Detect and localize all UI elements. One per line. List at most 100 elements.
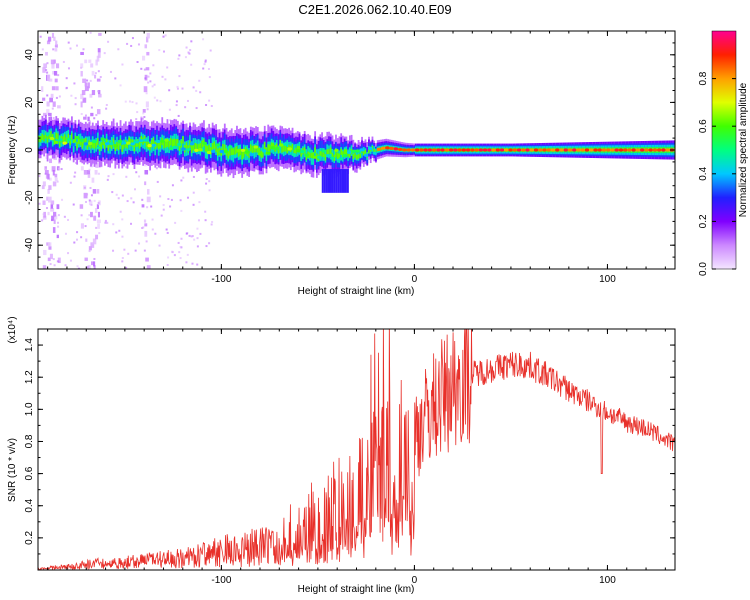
heatmap-cell: [296, 145, 299, 153]
heatmap-cell: [46, 269, 49, 273]
heatmap-cell: [47, 36, 52, 42]
heatmap-cell: [162, 35, 165, 38]
heatmap-cell: [151, 228, 154, 231]
heatmap-cell: [75, 161, 78, 164]
heatmap-cell: [204, 60, 207, 63]
heatmap-cell: [100, 137, 106, 141]
heatmap-cell: [267, 144, 270, 152]
heatmap-cell: [83, 116, 87, 120]
heatmap-cell: [38, 202, 41, 205]
heatmap-cell: [359, 148, 365, 152]
heatmap-cell: [461, 148, 467, 152]
heatmap-cell: [237, 149, 240, 157]
heatmap-cell: [262, 150, 264, 158]
heatmap-cell: [60, 168, 63, 171]
heatmap-cell: [652, 148, 658, 152]
heatmap-cell: [88, 250, 91, 253]
heatmap-cell: [211, 143, 214, 151]
heatmap-cell: [597, 148, 602, 152]
heatmap-cell: [41, 48, 44, 51]
heatmap-cell: [126, 200, 129, 203]
heatmap-cell: [85, 238, 88, 242]
heatmap-cell: [149, 72, 152, 75]
heatmap-cell: [326, 149, 329, 156]
heatmap-cell: [52, 181, 57, 187]
heatmap-cell: [57, 214, 60, 217]
heatmap-cell: [50, 200, 55, 205]
heatmap-cell: [402, 148, 407, 152]
heatmap-cell: [135, 102, 138, 105]
heatmap-cell: [170, 198, 173, 201]
heatmap-cell: [90, 106, 93, 109]
heatmap-cell: [45, 51, 48, 56]
heatmap-cell: [44, 172, 47, 175]
heatmap-cell: [55, 96, 58, 99]
heatmap-cell: [45, 69, 48, 72]
heatmap-cell: [87, 265, 91, 269]
heatmap-cell: [90, 242, 95, 248]
heatmap-cell: [184, 106, 187, 109]
heatmap-cell: [97, 70, 100, 73]
heatmap-cell: [276, 143, 278, 151]
heatmap-cell: [136, 111, 139, 114]
heatmap-cell: [168, 146, 174, 150]
heatmap-cell: [58, 140, 61, 147]
heatmap-cell: [242, 150, 245, 158]
heatmap-cell: [123, 248, 126, 251]
heatmap-cell: [542, 148, 547, 152]
heatmap-cell: [178, 143, 181, 151]
heatmap-cell: [74, 171, 77, 174]
heatmap-cell: [104, 219, 107, 222]
heatmap-cell: [253, 145, 256, 153]
heatmap-cell: [198, 148, 203, 152]
tick-label: -100: [211, 575, 231, 586]
heatmap-cell: [156, 140, 158, 148]
spectrogram-ticks: -100 0 100 -40 -20 0 20 40: [24, 30, 675, 285]
heatmap-cell: [179, 246, 182, 249]
heatmap-cell: [42, 213, 45, 216]
heatmap-cell: [51, 107, 54, 110]
heatmap-cell: [166, 264, 169, 267]
heatmap-cell: [199, 91, 202, 94]
heatmap-cell: [197, 144, 200, 152]
heatmap-cell: [192, 203, 195, 206]
heatmap-cell: [656, 148, 662, 152]
heatmap-cell: [49, 136, 55, 141]
heatmap-cell: [50, 93, 54, 99]
tick-label: -40: [24, 238, 35, 253]
heatmap-cell: [136, 61, 139, 64]
heatmap-cell: [48, 112, 52, 117]
heatmap-cell: [48, 185, 52, 190]
heatmap-cell: [54, 215, 58, 220]
heatmap-cell: [117, 197, 120, 200]
heatmap-cell: [56, 204, 60, 210]
heatmap-cell: [153, 96, 156, 99]
heatmap-cell: [216, 148, 219, 156]
heatmap-cell: [93, 265, 96, 269]
heatmap-cell: [340, 148, 343, 155]
heatmap-cell: [76, 238, 79, 241]
heatmap-cell: [80, 223, 84, 229]
heatmap-cell: [93, 261, 96, 267]
heatmap-cell: [188, 52, 191, 55]
heatmap-cell: [121, 260, 124, 263]
heatmap-cell: [161, 75, 164, 78]
heatmap-cell: [376, 147, 382, 151]
heatmap-cell: [46, 40, 51, 45]
heatmap-cell: [329, 147, 332, 154]
heatmap-cell: [160, 214, 163, 217]
heatmap-cell: [348, 152, 351, 158]
heatmap-cell: [76, 141, 79, 149]
heatmap-cell: [181, 87, 184, 90]
heatmap-cell: [99, 76, 102, 79]
heatmap-cell: [286, 146, 289, 154]
heatmap-cell: [346, 150, 352, 155]
heatmap-cell: [75, 135, 80, 140]
heatmap-cell: [236, 148, 241, 153]
heatmap-cell: [296, 149, 301, 153]
heatmap-cell: [47, 211, 50, 216]
heatmap-cell: [185, 142, 188, 150]
heatmap-cell: [141, 198, 144, 201]
colorbar-gradient: [711, 30, 737, 270]
heatmap-cell: [138, 139, 144, 143]
